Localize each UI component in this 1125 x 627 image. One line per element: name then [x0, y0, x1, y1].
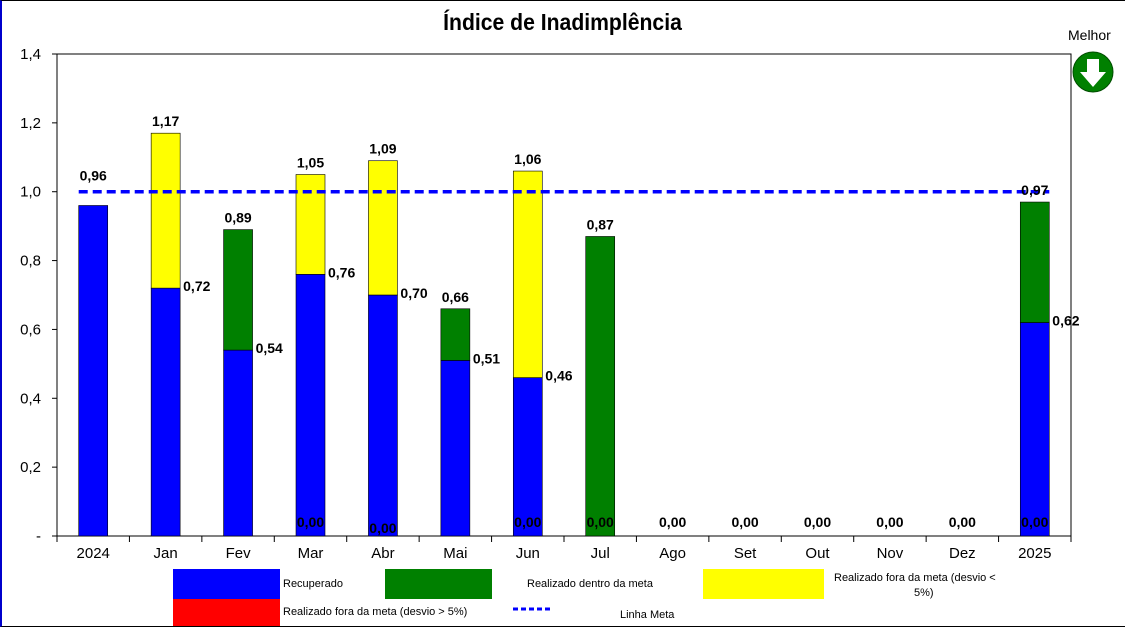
y-tick-label: 1,0: [20, 184, 41, 201]
bar-segment: [150, 132, 181, 289]
bar-segment: [585, 236, 616, 537]
data-label-mid: 0,54: [256, 340, 283, 356]
x-tick-label: Mar: [298, 545, 324, 562]
bar-segment: [512, 170, 543, 378]
plot-area: [56, 53, 1072, 537]
legend-label-cont: 5%): [914, 587, 934, 599]
bar-segment: [223, 229, 253, 351]
y-tick-label: 0,8: [20, 253, 41, 270]
data-label-base: 0,00: [369, 520, 396, 536]
data-label-total: 0,00: [804, 514, 831, 530]
data-label-mid: 0,62: [1052, 313, 1079, 329]
x-tick-label: Out: [805, 545, 830, 562]
legend-swatch: [173, 599, 280, 626]
legend-label: Recuperado: [283, 578, 343, 590]
data-label-mid: 0,51: [473, 350, 500, 366]
bar-segment: [295, 274, 326, 537]
legend-swatch: [385, 569, 492, 599]
data-label-total: 1,05: [297, 155, 324, 171]
data-label-total: 0,00: [876, 514, 903, 530]
data-label-total: 0,00: [659, 514, 686, 530]
x-tick-label: Jul: [591, 545, 610, 562]
x-tick-label: Set: [734, 545, 757, 562]
data-label-base: 0,00: [1021, 514, 1048, 530]
bar-segment: [1019, 322, 1050, 537]
data-label-mid: 0,46: [545, 368, 572, 384]
melhor-label: Melhor: [1068, 27, 1111, 43]
x-tick-label: Dez: [949, 545, 976, 562]
data-label-total: 0,66: [442, 289, 469, 305]
data-label-total: 0,89: [224, 210, 251, 226]
bar-segment: [512, 377, 543, 537]
x-tick-label: Ago: [659, 545, 686, 562]
data-label-total: 0,00: [949, 514, 976, 530]
legend-swatch: [173, 569, 280, 599]
y-tick-label: 0,6: [20, 321, 41, 338]
legend-label: Realizado fora da meta (desvio > 5%): [283, 606, 467, 618]
bar-segment: [1019, 201, 1050, 323]
data-label-mid: 0,72: [183, 278, 210, 294]
data-label-mid: 0,76: [328, 264, 355, 280]
x-tick-label: Jun: [516, 545, 540, 562]
legend-label: Realizado fora da meta (desvio <: [834, 572, 996, 584]
x-tick-label: Fev: [226, 545, 252, 562]
bar-segment: [295, 174, 326, 275]
x-tick-label: Nov: [877, 545, 904, 562]
data-label-total: 1,17: [152, 113, 179, 129]
y-tick-label: 0,4: [20, 390, 41, 407]
data-label-base: 0,00: [297, 514, 324, 530]
bar-segment: [368, 160, 398, 296]
y-tick-label: 0,2: [20, 459, 41, 476]
bar-segment: [78, 205, 109, 537]
bar-segment: [368, 294, 398, 537]
bar-segment: [440, 308, 471, 361]
x-tick-label: 2024: [77, 545, 110, 562]
x-tick-label: 2025: [1018, 545, 1051, 562]
data-label-total: 0,00: [731, 514, 758, 530]
y-tick-label: -: [36, 528, 41, 545]
y-tick-label: 1,4: [20, 46, 41, 63]
data-label-total: 0,97: [1021, 182, 1048, 198]
data-label-base: 0,00: [514, 514, 541, 530]
x-tick-label: Jan: [154, 545, 178, 562]
data-label-total: 0,87: [587, 216, 614, 232]
bar-segment: [223, 349, 253, 537]
legend-swatch: [703, 569, 824, 599]
bar-segment: [150, 287, 181, 537]
arrow-down-icon: [1072, 51, 1114, 93]
legend-label: Realizado dentro da meta: [527, 578, 654, 590]
data-label-base: 0,00: [587, 514, 614, 530]
data-label-mid: 0,70: [400, 285, 427, 301]
x-tick-label: Abr: [371, 545, 394, 562]
data-label-total: 1,09: [369, 141, 396, 157]
legend-label: Linha Meta: [620, 609, 675, 621]
y-tick-label: 1,2: [20, 115, 41, 132]
data-label-total: 1,06: [514, 151, 541, 167]
x-tick-label: Mai: [443, 545, 467, 562]
chart-title: Índice de Inadimplência: [443, 9, 682, 35]
data-label-total: 0,96: [80, 167, 107, 183]
bar-segment: [440, 360, 471, 537]
